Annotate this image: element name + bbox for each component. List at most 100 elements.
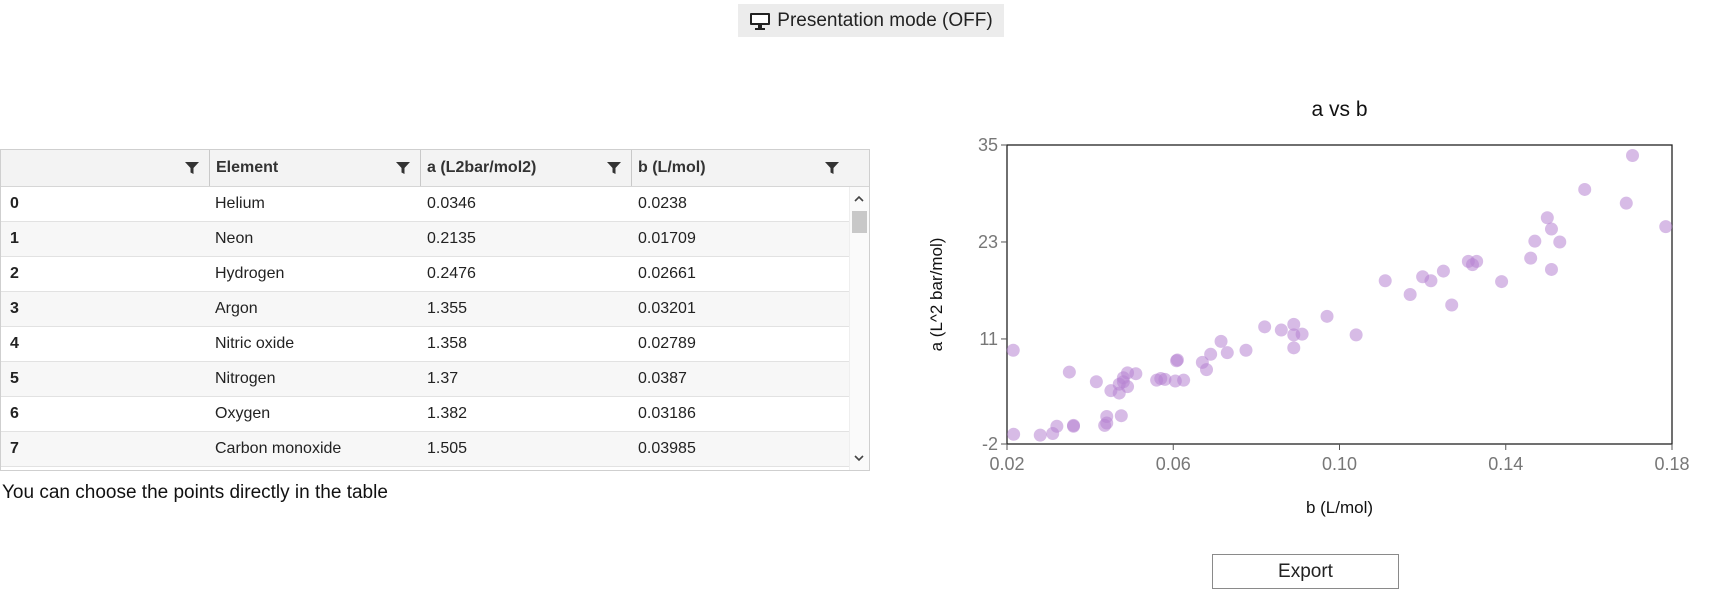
cell-element: Carbon monoxide <box>215 440 342 457</box>
cell-b: 0.02789 <box>638 335 696 352</box>
cell-b: 0.03985 <box>638 440 696 457</box>
table-row[interactable]: 1 Neon 0.2135 0.01709 <box>1 222 850 257</box>
data-point <box>1436 264 1450 278</box>
x-tick-label: 0.18 <box>1654 454 1689 474</box>
data-point <box>1540 211 1554 225</box>
data-point <box>1220 346 1234 360</box>
y-tick-label: -2 <box>982 434 998 454</box>
x-tick-label: 0.02 <box>989 454 1024 474</box>
cell-idx: 7 <box>10 440 19 457</box>
header-b[interactable]: b (L/mol) <box>631 150 869 186</box>
data-point <box>1403 288 1417 301</box>
x-tick-label: 0.06 <box>1156 454 1191 474</box>
cell-b: 0.03201 <box>638 300 696 317</box>
cell-idx: 0 <box>10 195 19 212</box>
data-point <box>1007 427 1021 441</box>
data-point <box>1200 363 1213 377</box>
chevron-down-icon[interactable] <box>853 452 865 464</box>
data-point <box>1349 328 1363 342</box>
cell-idx: 5 <box>10 370 19 387</box>
plot-frame <box>1006 144 1673 445</box>
data-point <box>1424 274 1438 288</box>
header-index[interactable] <box>1 150 209 186</box>
data-point <box>1170 353 1184 367</box>
data-point <box>1287 341 1301 355</box>
data-point <box>1177 373 1191 387</box>
data-point <box>1274 323 1288 337</box>
cell-b: 0.02661 <box>638 265 696 282</box>
table-row[interactable]: 7 Carbon monoxide 1.505 0.03985 <box>1 432 850 467</box>
cell-idx: 4 <box>10 335 19 352</box>
data-point <box>1062 365 1076 379</box>
header-a[interactable]: a (L2bar/mol2) <box>420 150 631 186</box>
filter-icon[interactable] <box>396 161 410 175</box>
cell-b: 0.01709 <box>638 230 696 247</box>
data-point <box>1470 254 1484 268</box>
cell-idx: 3 <box>10 300 19 317</box>
data-point <box>1495 275 1509 289</box>
table-row[interactable]: 0 Helium 0.0346 0.0238 <box>1 187 850 222</box>
data-point <box>1524 251 1538 265</box>
data-point <box>1067 418 1080 432</box>
data-point <box>1129 367 1143 381</box>
cell-element: Argon <box>215 300 258 317</box>
table-row[interactable]: 5 Nitrogen 1.37 0.0387 <box>1 362 850 397</box>
header-label: Element <box>216 159 279 176</box>
cell-a: 1.505 <box>427 440 468 457</box>
scatter-chart: a vs b 0.02 0.06 0.10 0.14 0.18 -2 11 23 35 b (L/m… <box>927 98 1690 517</box>
table-body: 0 Helium 0.0346 0.0238 1 Neon 0.2135 0.01709 2 Hy… <box>1 187 850 470</box>
data-point <box>1619 196 1633 210</box>
data-point <box>1659 220 1673 234</box>
y-tick-label: 11 <box>979 329 998 349</box>
cell-element: Helium <box>215 195 265 212</box>
table-row[interactable]: 4 Nitric oxide 1.358 0.02789 <box>1 327 850 362</box>
y-tick-label: 35 <box>978 135 998 155</box>
cell-a: 0.0346 <box>427 195 476 212</box>
data-point <box>1089 375 1103 389</box>
data-point <box>1214 334 1228 348</box>
x-axis-label: b (L/mol) <box>1306 498 1373 517</box>
export-button[interactable]: Export <box>1212 554 1399 589</box>
data-table: Element a (L2bar/mol2) b (L/mol) 0 Helium… <box>0 149 870 471</box>
data-point <box>1287 317 1301 331</box>
data-point <box>1121 380 1135 394</box>
data-point <box>1158 372 1172 386</box>
header-label: a (L2bar/mol2) <box>427 159 537 176</box>
data-point <box>1114 409 1128 423</box>
table-row[interactable]: 6 Oxygen 1.382 0.03186 <box>1 397 850 432</box>
chart-title: a vs b <box>1311 98 1367 121</box>
cell-b: 0.0387 <box>638 370 687 387</box>
cell-idx: 6 <box>10 405 19 422</box>
cell-a: 1.37 <box>427 370 459 387</box>
cell-a: 0.2135 <box>427 230 476 247</box>
scrollbar-thumb[interactable] <box>852 211 867 233</box>
filter-icon[interactable] <box>825 161 839 175</box>
data-point <box>1050 419 1064 433</box>
cell-element: Nitric oxide <box>215 335 295 352</box>
cell-element: Neon <box>215 230 254 247</box>
data-point <box>1239 343 1253 357</box>
data-point <box>1320 309 1334 323</box>
cell-element: Oxygen <box>215 405 271 422</box>
chevron-up-icon[interactable] <box>853 193 865 205</box>
table-row[interactable]: 2 Hydrogen 0.2476 0.02661 <box>1 257 850 292</box>
table-row[interactable]: 3 Argon 1.355 0.03201 <box>1 292 850 327</box>
presentation-mode-button[interactable]: Presentation mode (OFF) <box>738 4 1004 37</box>
cell-idx: 1 <box>10 230 19 247</box>
data-point <box>1006 343 1020 357</box>
vertical-scrollbar[interactable] <box>849 187 869 470</box>
x-tick-label: 0.14 <box>1488 454 1523 474</box>
data-point <box>1295 327 1309 341</box>
table-header: Element a (L2bar/mol2) b (L/mol) <box>1 150 869 187</box>
filter-icon[interactable] <box>185 161 199 175</box>
presentation-mode-label: Presentation mode (OFF) <box>777 9 993 31</box>
y-axis-label: a (L^2 bar/mol) <box>927 238 946 352</box>
filter-icon[interactable] <box>607 161 621 175</box>
data-point <box>1578 182 1592 196</box>
cell-a: 1.355 <box>427 300 468 317</box>
header-element[interactable]: Element <box>209 150 420 186</box>
data-point <box>1528 234 1542 248</box>
cell-idx: 2 <box>10 265 19 282</box>
data-point <box>1553 235 1567 249</box>
data-point <box>1033 428 1047 442</box>
